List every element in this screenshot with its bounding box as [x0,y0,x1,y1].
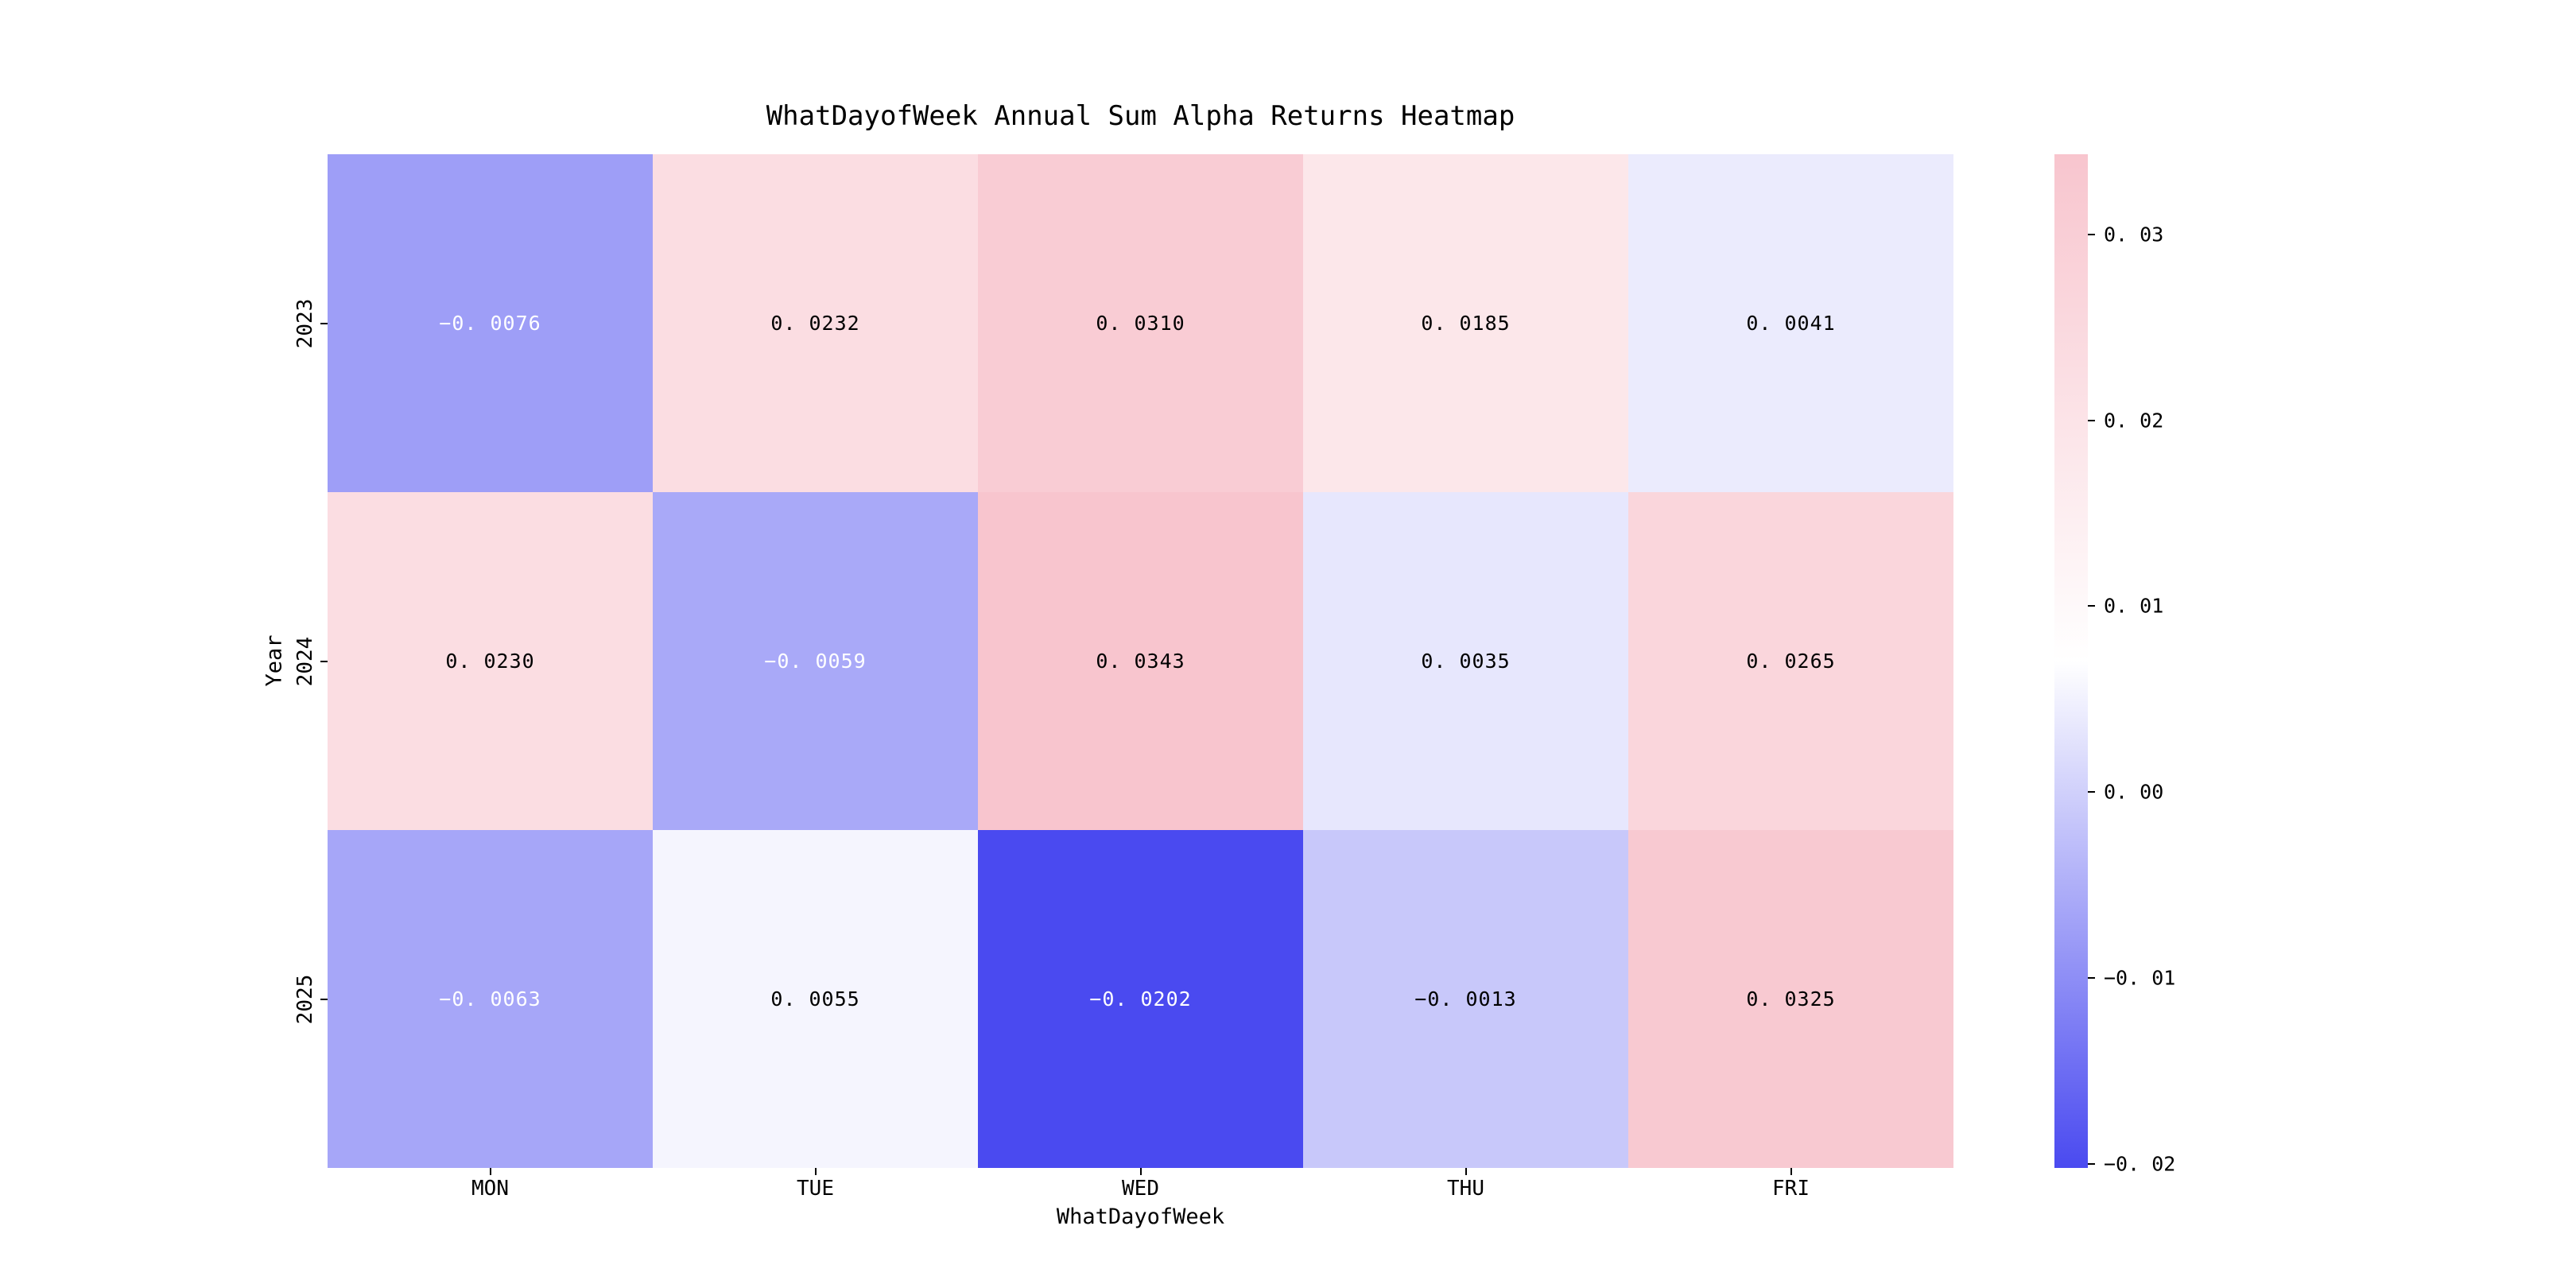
heatmap-cell-2024-mon: 0. 0230 [328,492,653,830]
cell-value-label: 0. 0343 [1096,650,1185,673]
y-tick-mark [320,660,328,662]
x-tick-label-fri: FRI [1772,1177,1810,1201]
colorbar-tick-mark [2088,791,2095,793]
heatmap-cell-2023-thu: 0. 0185 [1303,154,1628,492]
x-tick-mark [814,1168,817,1175]
y-tick-label-2025: 2025 [293,974,317,1024]
colorbar-tick-label: 0. 03 [2104,223,2164,246]
colorbar-tick-label: 0. 01 [2104,594,2164,618]
heatmap-cell-2025-mon: −0. 0063 [328,830,653,1168]
cell-value-label: −0. 0013 [1414,987,1517,1011]
y-tick-label-2024: 2024 [293,636,317,686]
cell-value-label: 0. 0230 [445,650,535,673]
heatmap-cell-2024-wed: 0. 0343 [978,492,1303,830]
chart-title: WhatDayofWeek Annual Sum Alpha Returns H… [766,100,1515,132]
cell-value-label: 0. 0232 [770,312,860,335]
cell-value-label: −0. 0076 [439,312,541,335]
x-tick-label-wed: WED [1122,1177,1159,1201]
colorbar-tick-mark [2088,977,2095,980]
y-axis-label: Year [262,634,287,687]
x-tick-label-thu: THU [1447,1177,1484,1201]
colorbar-tick-mark [2088,1163,2095,1166]
colorbar-tick-label: 0. 02 [2104,409,2164,433]
x-tick-label-mon: MON [471,1177,509,1201]
y-tick-mark [320,322,328,324]
heatmap-plot: −0. 0076 0. 0232 0. 0310 0. 0185 0. 0041 0. 0… [328,154,1953,1168]
cell-value-label: 0. 0185 [1421,312,1511,335]
colorbar-tick-label: −0. 02 [2104,1152,2176,1176]
cell-value-label: 0. 0325 [1746,987,1836,1011]
cell-value-label: 0. 0055 [770,987,860,1011]
colorbar-tick-label: −0. 01 [2104,966,2176,990]
heatmap-cell-2023-fri: 0. 0041 [1628,154,1953,492]
y-tick-label-2023: 2023 [293,298,317,348]
colorbar-tick-mark [2088,419,2095,421]
heatmap-cell-2024-fri: 0. 0265 [1628,492,1953,830]
cell-value-label: −0. 0202 [1089,987,1192,1011]
y-tick-mark [320,998,328,1000]
x-tick-label-tue: TUE [797,1177,834,1201]
heatmap-cell-2025-fri: 0. 0325 [1628,830,1953,1168]
x-tick-mark [1790,1168,1792,1175]
x-tick-mark [489,1168,491,1175]
cell-value-label: −0. 0059 [764,650,867,673]
x-axis-label: WhatDayofWeek [1056,1205,1225,1229]
heatmap-cell-2024-tue: −0. 0059 [653,492,978,830]
colorbar-gradient [2054,154,2088,1168]
heatmap-cell-2023-tue: 0. 0232 [653,154,978,492]
x-tick-mark [1139,1168,1142,1175]
cell-value-label: 0. 0035 [1421,650,1511,673]
heatmap-cell-2024-thu: 0. 0035 [1303,492,1628,830]
heatmap-cell-2023-mon: −0. 0076 [328,154,653,492]
cell-value-label: 0. 0041 [1746,312,1836,335]
heatmap-cell-2025-thu: −0. 0013 [1303,830,1628,1168]
colorbar-tick-label: 0. 00 [2104,780,2164,804]
cell-value-label: −0. 0063 [439,987,541,1011]
heatmap-cell-2025-tue: 0. 0055 [653,830,978,1168]
heatmap-cell-2025-wed: −0. 0202 [978,830,1303,1168]
colorbar-tick-mark [2088,605,2095,607]
heatmap-cell-2023-wed: 0. 0310 [978,154,1303,492]
x-tick-mark [1465,1168,1467,1175]
cell-value-label: 0. 0265 [1746,650,1836,673]
colorbar-tick-mark [2088,233,2095,235]
cell-value-label: 0. 0310 [1096,312,1185,335]
